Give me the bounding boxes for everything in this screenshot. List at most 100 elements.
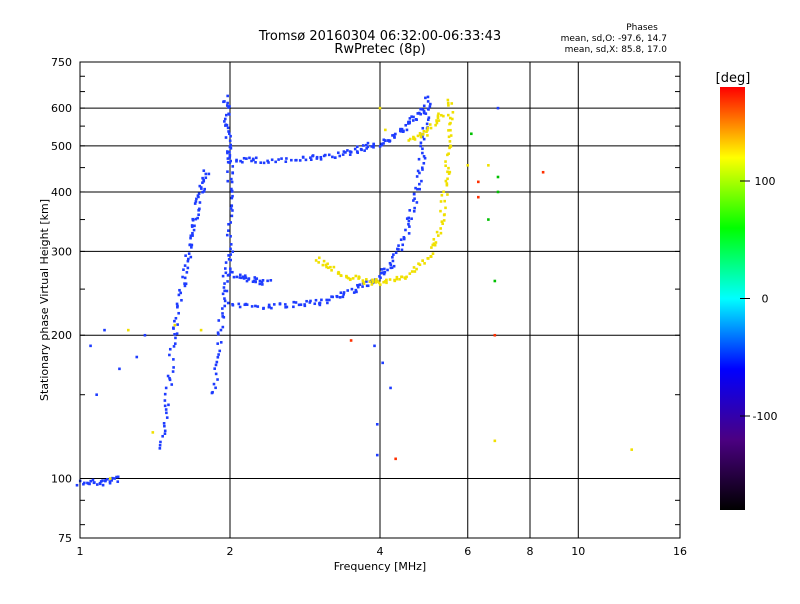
echo-point: [303, 303, 306, 306]
data-marks: [75, 94, 634, 487]
echo-point: [243, 274, 247, 278]
echo-point: [164, 408, 168, 411]
echo-point: [304, 158, 308, 162]
echo-point: [392, 253, 395, 256]
echo-point: [426, 95, 430, 99]
echo-point: [230, 189, 234, 193]
echo-point: [378, 283, 382, 286]
echo-point: [229, 207, 233, 210]
echo-point: [382, 272, 386, 276]
echo-point: [216, 355, 220, 359]
echo-point: [228, 150, 231, 154]
echo-point: [346, 289, 350, 292]
echo-point: [368, 280, 372, 284]
echo-point: [364, 143, 368, 147]
echo-point: [163, 399, 167, 402]
echo-point: [317, 261, 320, 264]
echo-point: [400, 275, 403, 279]
echo-point: [226, 150, 229, 153]
echo-point: [126, 328, 130, 332]
echo-point: [191, 217, 195, 221]
echo-point: [223, 267, 227, 270]
echo-point: [238, 305, 242, 309]
echo-point: [315, 157, 319, 160]
echo-point: [313, 302, 317, 306]
echo-point: [230, 196, 234, 200]
echo-point: [416, 187, 419, 191]
echo-point: [412, 115, 415, 119]
echo-point: [362, 282, 366, 286]
echo-point: [272, 303, 276, 306]
echo-point: [91, 478, 95, 482]
colorbar-tick-label: -100: [753, 410, 778, 423]
echo-point: [256, 305, 260, 308]
echo-point: [190, 246, 193, 249]
echo-point: [186, 259, 190, 263]
x-tick-label: 10: [571, 545, 585, 558]
echo-point: [197, 195, 200, 199]
echo-point: [254, 280, 257, 284]
echo-point: [419, 107, 422, 111]
echo-point: [416, 134, 420, 138]
echo-point: [391, 259, 395, 263]
echo-point: [487, 164, 490, 167]
echo-point: [189, 234, 193, 238]
echo-point: [408, 117, 412, 120]
echo-point: [230, 177, 233, 181]
echo-point: [226, 157, 230, 160]
echo-point: [446, 101, 450, 105]
echo-point: [311, 154, 315, 157]
echo-point: [412, 136, 416, 140]
echo-point: [432, 238, 436, 241]
echo-point: [284, 303, 287, 306]
colorbar-tick-label: 0: [762, 293, 769, 306]
echo-point: [385, 281, 388, 285]
echo-point: [172, 345, 176, 348]
echo-point: [422, 104, 426, 108]
echo-point: [314, 259, 318, 262]
echo-point: [427, 116, 431, 119]
echo-point: [366, 141, 370, 145]
echo-point: [426, 257, 430, 260]
echo-point: [163, 392, 167, 396]
echo-point: [229, 134, 232, 138]
echo-point: [405, 128, 409, 132]
echo-point: [235, 159, 238, 163]
echo-point: [326, 266, 330, 270]
echo-point: [391, 255, 394, 259]
echo-point: [164, 386, 168, 390]
echo-point: [382, 142, 385, 145]
echo-point: [541, 170, 545, 174]
echo-point: [298, 159, 302, 162]
echo-point: [446, 113, 450, 117]
echo-point: [320, 298, 323, 302]
echo-point: [194, 217, 198, 221]
echo-point: [401, 243, 405, 247]
echo-point: [411, 119, 415, 122]
plot-area: [75, 61, 681, 539]
echo-point: [435, 119, 439, 123]
echo-point: [197, 213, 200, 217]
echo-point: [338, 154, 342, 158]
echo-point: [214, 372, 218, 376]
echo-point: [439, 209, 442, 213]
echo-point: [341, 153, 345, 156]
echo-point: [388, 261, 392, 265]
echo-point: [201, 176, 204, 180]
echo-point: [356, 151, 359, 155]
echo-point: [412, 209, 416, 213]
echo-point: [188, 243, 192, 247]
echo-point: [89, 479, 93, 483]
echo-point: [371, 280, 375, 284]
echo-point: [448, 140, 452, 143]
echo-point: [180, 298, 183, 302]
echo-point: [383, 270, 387, 274]
echo-point: [444, 179, 448, 183]
echo-point: [231, 171, 234, 174]
echo-point: [354, 274, 358, 278]
echo-point: [95, 483, 99, 486]
echo-point: [179, 291, 183, 295]
echo-point: [429, 102, 432, 106]
echo-point: [168, 376, 171, 380]
